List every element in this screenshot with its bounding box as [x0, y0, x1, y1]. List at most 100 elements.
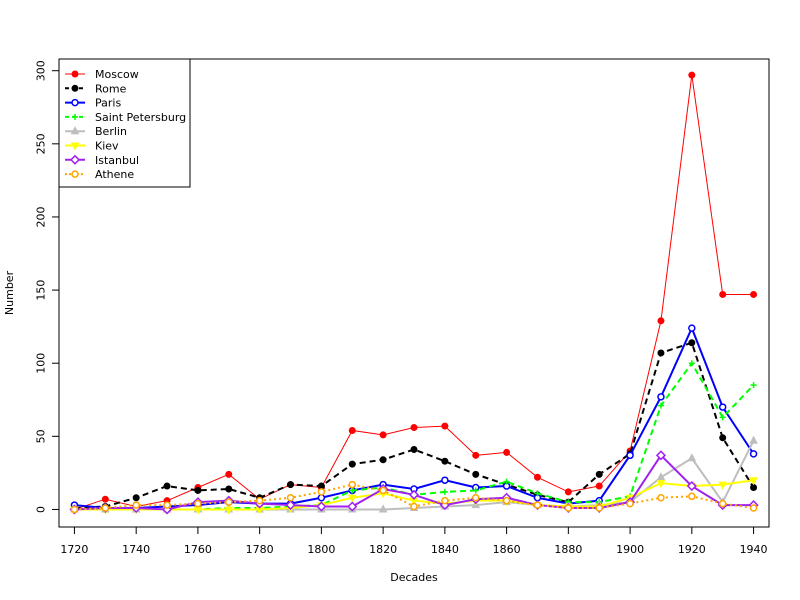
data-point — [595, 482, 603, 490]
data-point — [101, 495, 109, 503]
data-point — [471, 494, 480, 502]
data-point — [749, 477, 758, 486]
y-tick-label: 50 — [35, 429, 48, 443]
data-point — [132, 501, 140, 509]
data-point — [686, 480, 697, 492]
series-athene — [70, 480, 758, 514]
legend-marker — [71, 170, 79, 178]
data-point — [287, 481, 295, 489]
data-point — [379, 431, 387, 439]
x-tick-label: 1920 — [678, 543, 706, 556]
data-point — [255, 496, 264, 505]
data-point — [441, 476, 449, 484]
series-line-rome — [74, 341, 755, 509]
data-point — [533, 501, 542, 509]
legend-label: Paris — [95, 97, 121, 110]
legend-item-rome: Rome — [65, 82, 127, 95]
data-point — [410, 424, 418, 432]
data-point — [750, 484, 758, 492]
data-point — [688, 324, 696, 332]
data-point — [379, 456, 387, 464]
data-point — [688, 339, 696, 347]
legend-marker — [70, 126, 80, 135]
y-tick-label: 150 — [35, 280, 48, 301]
data-point — [472, 451, 480, 459]
y-tick-label: 200 — [35, 206, 48, 227]
data-point — [657, 393, 665, 401]
data-point — [719, 434, 727, 442]
data-point — [657, 349, 665, 357]
data-point — [718, 499, 727, 508]
data-point — [317, 488, 326, 496]
x-tick-label: 1780 — [246, 543, 274, 556]
data-point — [225, 485, 233, 493]
legend-label: Berlin — [95, 125, 127, 138]
legend-item-kiev: Kiev — [65, 140, 119, 153]
x-tick-label: 1880 — [554, 543, 582, 556]
legend-marker — [70, 142, 80, 151]
legend-label: Saint Petersburg — [95, 111, 186, 124]
data-point — [224, 506, 234, 515]
data-point — [347, 501, 358, 512]
x-tick-label: 1900 — [616, 543, 644, 556]
legend-item-moscow: Moscow — [65, 68, 139, 81]
data-point — [564, 504, 573, 512]
data-point — [225, 470, 233, 478]
data-point — [441, 457, 449, 465]
data-point — [534, 490, 541, 497]
data-point — [163, 482, 171, 490]
legend-item-athene: Athene — [65, 168, 134, 181]
legend-label: Istanbul — [95, 154, 139, 167]
data-point — [408, 489, 420, 500]
data-point — [472, 470, 480, 478]
y-tick-label: 300 — [35, 60, 48, 81]
legend-label: Athene — [95, 168, 134, 181]
data-point — [750, 290, 758, 298]
legend-item-istanbul: Istanbul — [65, 154, 139, 167]
data-point — [564, 488, 572, 496]
x-tick-label: 1840 — [431, 543, 459, 556]
legend-marker — [72, 113, 78, 120]
legend-label: Moscow — [95, 68, 139, 81]
data-point — [502, 496, 511, 505]
data-point — [718, 481, 728, 490]
legend-marker — [71, 70, 79, 78]
series-layer — [69, 71, 759, 515]
legend-label: Kiev — [95, 140, 119, 153]
series-line-paris — [74, 325, 755, 509]
data-point — [349, 487, 356, 494]
data-point — [655, 450, 667, 461]
data-point — [503, 448, 511, 456]
data-point — [656, 472, 666, 481]
legend-label: Rome — [95, 82, 127, 95]
data-point — [316, 501, 327, 512]
legend-item-berlin: Berlin — [65, 125, 127, 138]
data-point — [657, 317, 665, 325]
data-point — [657, 494, 665, 502]
data-point — [533, 473, 541, 481]
data-point — [688, 360, 695, 367]
data-point — [472, 487, 479, 494]
data-point — [132, 494, 140, 502]
data-point — [595, 504, 603, 512]
data-point — [348, 480, 357, 489]
data-point — [750, 382, 757, 389]
legend-marker — [69, 154, 81, 165]
data-point — [626, 499, 634, 508]
axes: 1720 1740 1760 1780 1800 1820 1840 1860 1880 1900… — [35, 60, 768, 556]
legend-box — [58, 58, 191, 188]
data-point — [688, 492, 696, 501]
data-point — [194, 499, 202, 508]
data-point — [688, 71, 696, 79]
data-point — [626, 451, 634, 460]
y-axis-title: Number — [3, 270, 16, 315]
data-point — [656, 480, 666, 489]
data-point — [503, 478, 510, 485]
y-tick-label: 0 — [35, 506, 48, 513]
x-tick-label: 1760 — [184, 543, 212, 556]
data-point — [749, 450, 758, 458]
data-point — [749, 504, 758, 512]
data-point — [225, 498, 233, 506]
